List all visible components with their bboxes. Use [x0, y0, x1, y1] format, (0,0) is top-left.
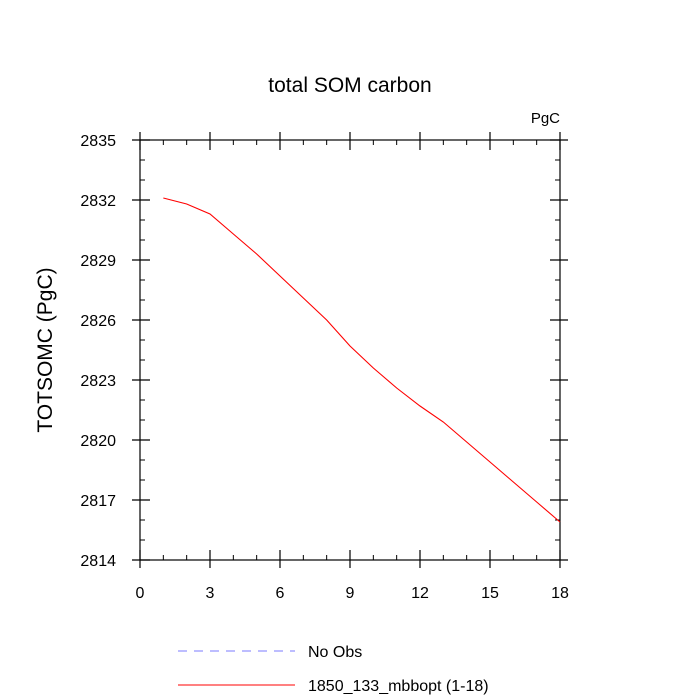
legend-label-run: 1850_133_mbbopt (1-18)	[308, 678, 489, 695]
legend-label-no-obs: No Obs	[308, 644, 362, 661]
chart-title: total SOM carbon	[268, 74, 431, 97]
plot-frame	[139, 139, 561, 561]
axis-ticks	[132, 132, 568, 568]
series-layer	[163, 197, 561, 523]
x-tick-label: 6	[276, 585, 285, 602]
y-tick-label: 2835	[80, 133, 116, 150]
y-tick-label: 2823	[80, 373, 116, 390]
series-line	[163, 197, 561, 523]
y-tick-label: 2829	[80, 253, 116, 270]
x-tick-label: 18	[551, 585, 569, 602]
x-tick-label: 15	[481, 585, 499, 602]
x-tick-label: 12	[411, 585, 429, 602]
y-tick-label: 2817	[80, 493, 116, 510]
tick-labels: 0 3 6 9 12 15 18 2814 2817 2820 2823 2826 2829 2832 28…	[80, 133, 569, 602]
x-tick-label: 0	[136, 585, 145, 602]
legend: No Obs 1850_133_mbbopt (1-18)	[178, 644, 489, 695]
x-tick-label: 3	[206, 585, 215, 602]
y-tick-label: 2826	[80, 313, 116, 330]
units-label: PgC	[531, 110, 560, 127]
x-tick-label: 9	[346, 585, 355, 602]
y-axis-label: TOTSOMC (PgC)	[34, 267, 57, 432]
y-tick-label: 2820	[80, 433, 116, 450]
y-tick-label: 2814	[80, 553, 116, 570]
y-tick-label: 2832	[80, 193, 116, 210]
